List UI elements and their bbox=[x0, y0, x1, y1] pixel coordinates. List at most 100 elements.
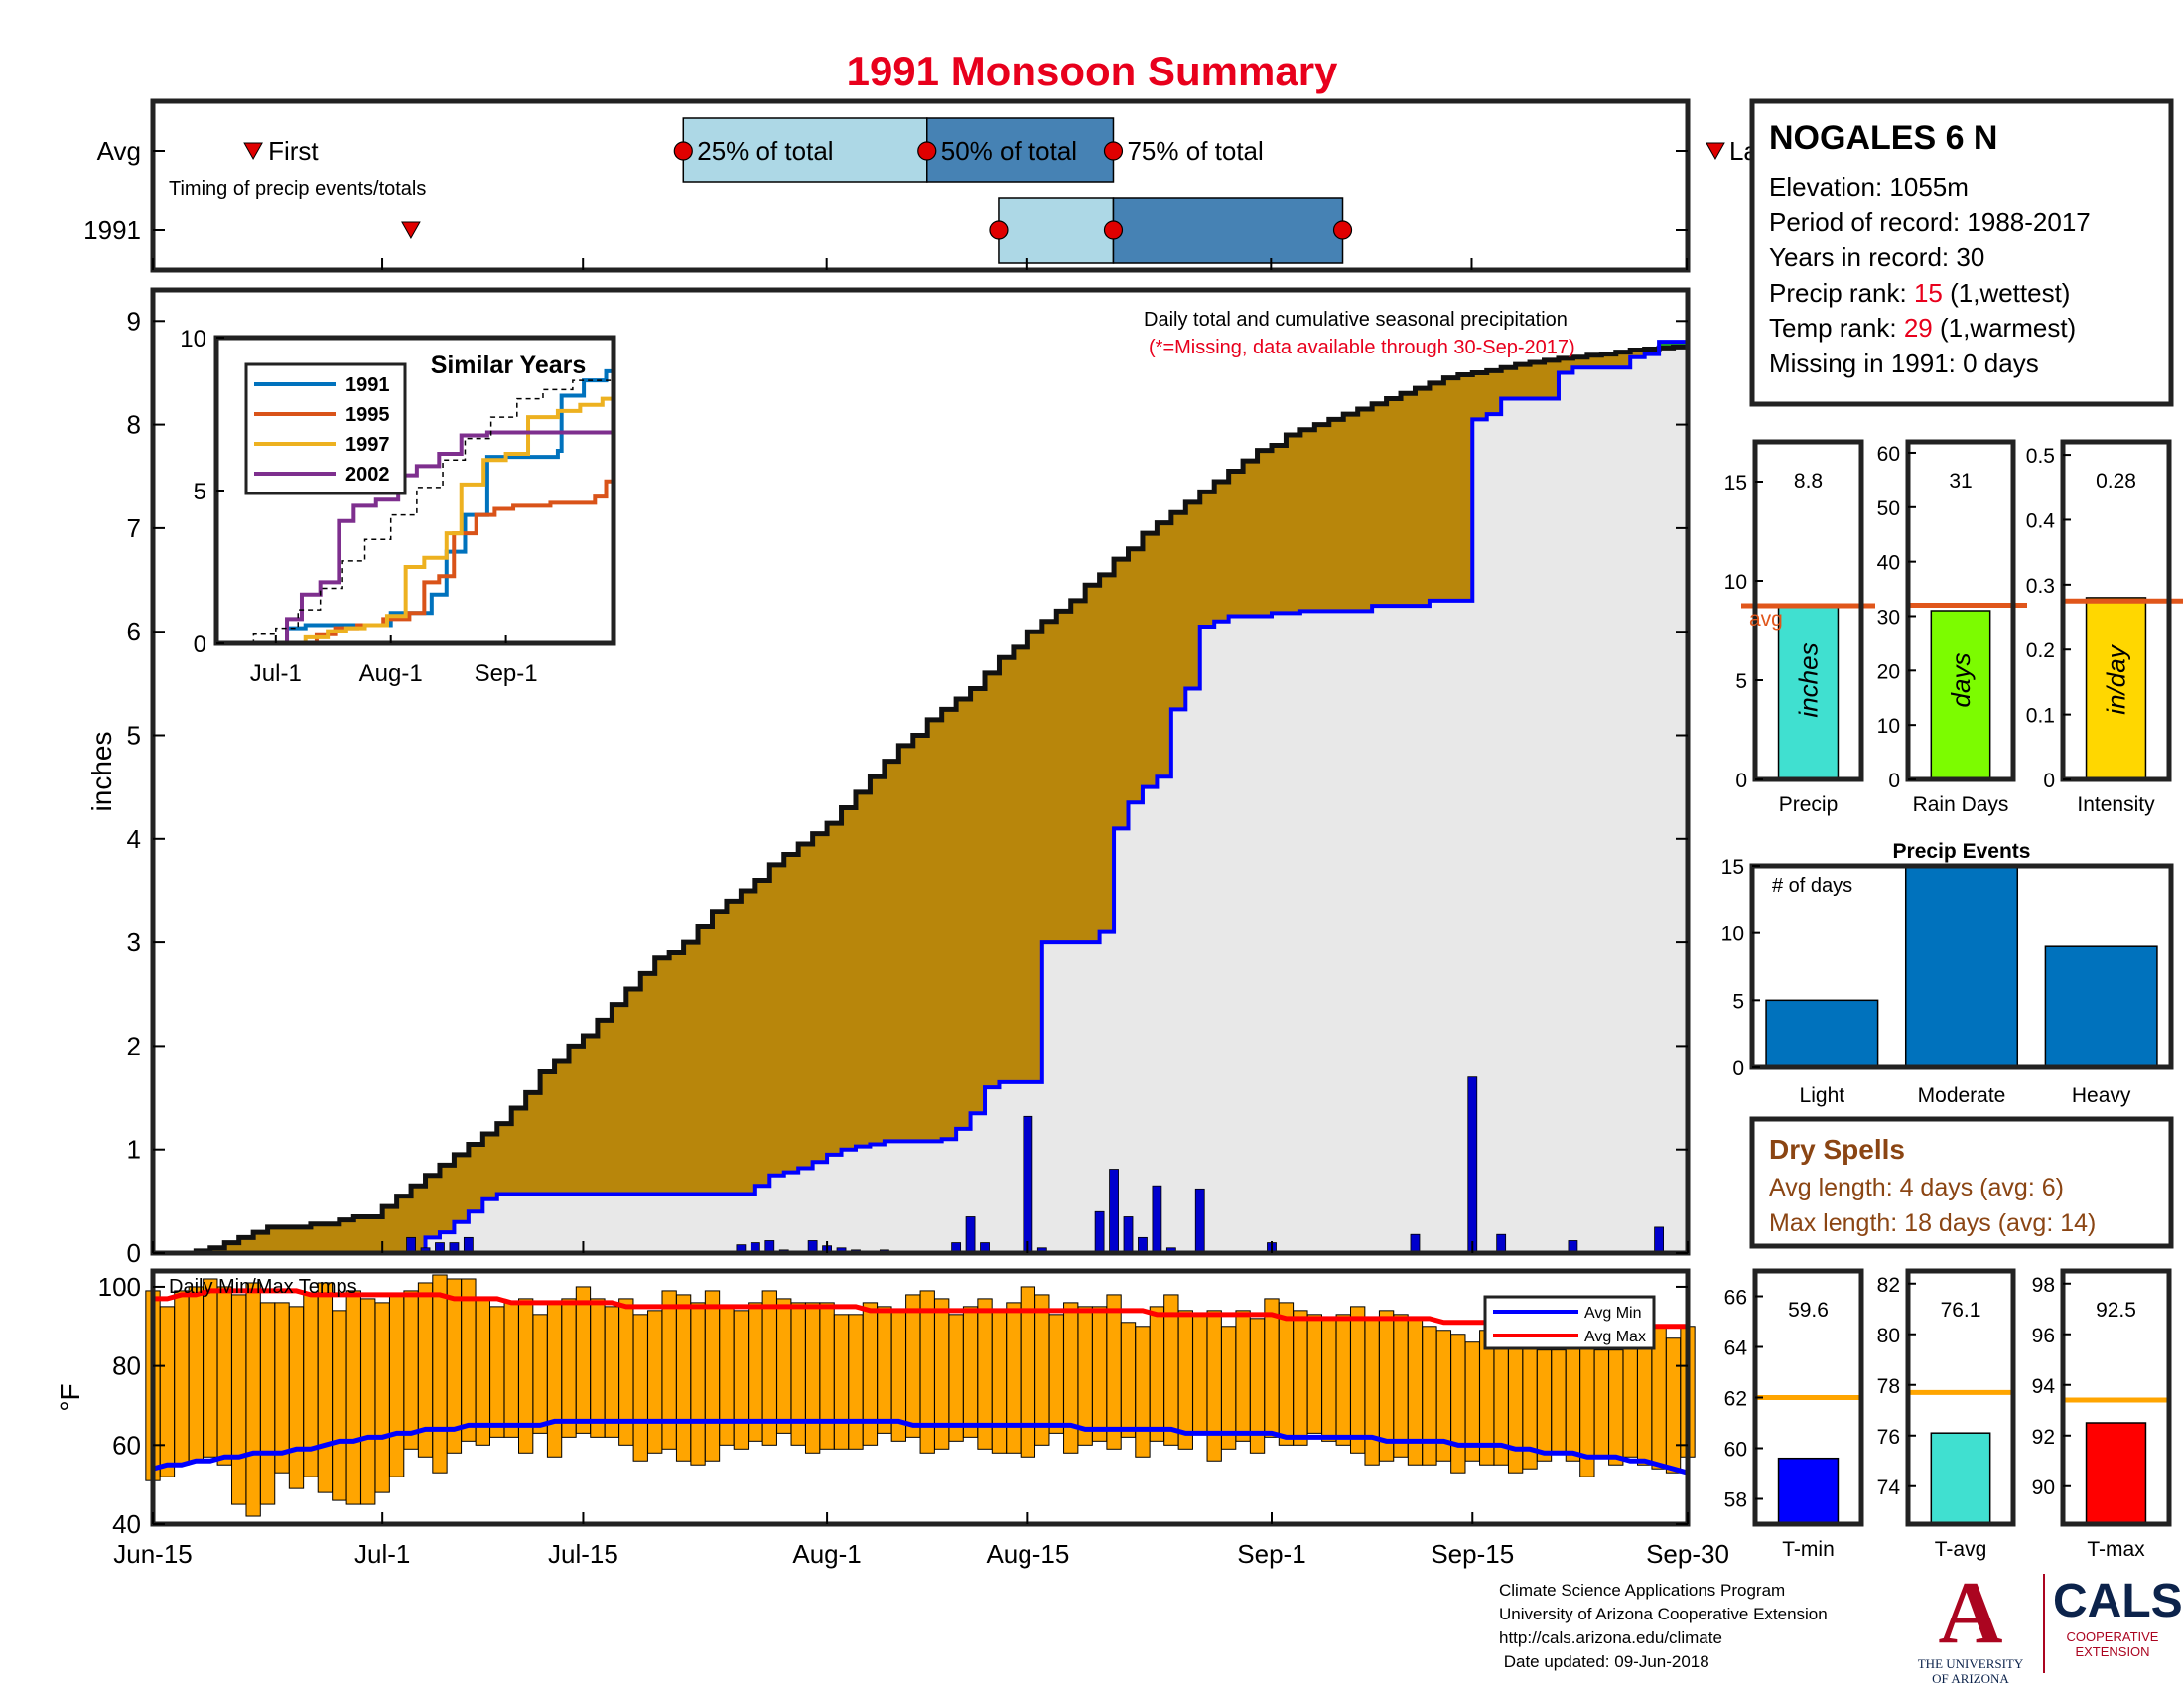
temp-rank-part-0: Temp rank: bbox=[1769, 313, 1904, 343]
rain-days-ytick-label-40: 40 bbox=[1877, 552, 1900, 575]
footer-line-3[interactable]: http://cals.arizona.edu/climate bbox=[1499, 1628, 1722, 1647]
avg-q25-q50-box bbox=[682, 117, 928, 183]
temp-bar-16 bbox=[374, 1302, 390, 1493]
temp-bar-84 bbox=[1350, 1306, 1366, 1454]
legend-label-1997: 1997 bbox=[345, 434, 390, 456]
temp-panel-frame bbox=[150, 1268, 1691, 1527]
station-temp-rank: Temp rank: 29 (1,warmest) bbox=[1769, 313, 2076, 343]
t-max-ytick-label-98: 98 bbox=[2032, 1274, 2055, 1297]
dry-spells-avg-length: Avg length: 4 days (avg: 6) bbox=[1769, 1174, 2064, 1201]
main-ytick-label-5: 5 bbox=[127, 720, 141, 750]
legend-label-1991: 1991 bbox=[345, 374, 390, 396]
temp-bar-76 bbox=[1235, 1310, 1251, 1442]
intensity-ytick-label-0.2: 0.2 bbox=[2026, 639, 2055, 662]
main-ytick-label-8: 8 bbox=[127, 410, 141, 440]
temp-bar-98 bbox=[1551, 1349, 1567, 1454]
temp-bar-44 bbox=[776, 1298, 792, 1434]
main-ylabel: inches bbox=[86, 732, 117, 812]
daily-precip-bar-23 bbox=[1109, 1169, 1119, 1254]
precip-events-category-heavy: Heavy bbox=[2072, 1084, 2131, 1107]
footer-line-2: University of Arizona Cooperative Extens… bbox=[1499, 1605, 1828, 1623]
precip-avg-label: avg bbox=[1749, 608, 1783, 631]
temp-ytick-label-60: 60 bbox=[112, 1430, 141, 1460]
timing-note: Timing of precip events/totals bbox=[169, 178, 426, 200]
dry-spells-title: Dry Spells bbox=[1769, 1134, 1905, 1165]
main-caption: Daily total and cumulative seasonal prec… bbox=[1144, 309, 1568, 331]
temp-bar-22 bbox=[461, 1278, 477, 1442]
t-avg-frame bbox=[1905, 1268, 2016, 1527]
temp-bar-79 bbox=[1278, 1302, 1295, 1446]
year-q25-marker bbox=[989, 220, 1009, 240]
temp-bar-18 bbox=[403, 1290, 419, 1450]
ua-line-2: OF ARIZONA bbox=[1932, 1671, 2009, 1686]
temp-bar-75 bbox=[1220, 1326, 1237, 1450]
temp-bar-1 bbox=[159, 1306, 176, 1477]
temp-bar-3 bbox=[188, 1286, 205, 1462]
intensity-ytick-label-0.4: 0.4 bbox=[2026, 509, 2056, 532]
rain-days-ytick-label-0: 0 bbox=[1888, 770, 1900, 792]
precip-rank-part-2: (1,wettest) bbox=[1943, 278, 2071, 308]
similar-ytick-label-0: 0 bbox=[194, 632, 206, 658]
rain-days-unit-label: days bbox=[1946, 653, 1976, 708]
similar-years-title: Similar Years bbox=[431, 352, 587, 379]
t-avg-ytick-label-82: 82 bbox=[1877, 1274, 1900, 1297]
main-ytick-label-2: 2 bbox=[127, 1031, 141, 1060]
temp-bar-17 bbox=[388, 1294, 405, 1477]
temp-bar-25 bbox=[503, 1302, 519, 1438]
temp-bar-20 bbox=[432, 1274, 448, 1474]
precip-bar bbox=[1777, 604, 1840, 780]
similar-years-line-2002 bbox=[216, 430, 614, 645]
intensity-ytick-label-0.1: 0.1 bbox=[2026, 705, 2055, 728]
temp-bar-34 bbox=[632, 1314, 648, 1462]
t-max-bar bbox=[2085, 1422, 2147, 1525]
avg-q25-label: 25% of total bbox=[697, 136, 833, 166]
temp-bar-83 bbox=[1335, 1314, 1351, 1446]
avg-first-marker bbox=[243, 142, 263, 161]
ua-line-1: THE UNIVERSITY bbox=[1917, 1656, 2024, 1671]
daily-precip-bar-33 bbox=[1467, 1076, 1478, 1254]
temp-ytick-label-100: 100 bbox=[98, 1272, 141, 1302]
avg-q25-marker bbox=[673, 141, 693, 161]
temp-bar-47 bbox=[819, 1302, 835, 1450]
temp-bar-56 bbox=[948, 1314, 964, 1442]
university-of-arizona-logo: A THE UNIVERSITY OF ARIZONA bbox=[1911, 1569, 2030, 1687]
t-avg-ytick-label-78: 78 bbox=[1877, 1375, 1900, 1398]
avg-max-line bbox=[153, 1288, 1688, 1330]
temp-bar-89 bbox=[1422, 1326, 1437, 1466]
cals-line-2: EXTENSION bbox=[2075, 1644, 2150, 1659]
temp-bar-63 bbox=[1048, 1314, 1064, 1434]
main-ytick-label-4: 4 bbox=[127, 824, 141, 854]
intensity-ytick-label-0.3: 0.3 bbox=[2026, 575, 2055, 598]
temp-ytick-label-40: 40 bbox=[112, 1509, 141, 1539]
temp-bar-97 bbox=[1536, 1349, 1553, 1462]
temp-bar-54 bbox=[919, 1290, 935, 1454]
temp-bar-4 bbox=[203, 1278, 218, 1458]
intensity-ytick-label-0.5: 0.5 bbox=[2026, 445, 2055, 468]
station-info-box bbox=[1749, 98, 2174, 407]
station-name: NOGALES 6 N bbox=[1769, 119, 1997, 157]
avg-last-marker bbox=[1706, 142, 1725, 161]
t-min-ytick-label-60: 60 bbox=[1724, 1439, 1747, 1462]
precip-ytick-label-5: 5 bbox=[1735, 670, 1747, 693]
temp-bar-27 bbox=[532, 1314, 548, 1434]
dry-spells-max-length: Max length: 18 days (avg: 14) bbox=[1769, 1209, 2096, 1237]
similar-years-line-1997 bbox=[216, 395, 615, 645]
temp-bar-12 bbox=[317, 1282, 334, 1493]
temp-bar-81 bbox=[1306, 1314, 1322, 1434]
precip-unit-label: inches bbox=[1794, 642, 1824, 717]
temp-bar-37 bbox=[675, 1294, 692, 1462]
intensity-ytick-label-0: 0 bbox=[2043, 770, 2055, 792]
intensity-bar bbox=[2085, 597, 2147, 780]
t-min-ytick-label-66: 66 bbox=[1724, 1287, 1747, 1310]
t-min-value-label: 59.6 bbox=[1788, 1299, 1829, 1322]
temp-bar-32 bbox=[604, 1306, 620, 1438]
temp-bar-64 bbox=[1063, 1302, 1079, 1454]
xtick-label-5: Sep-1 bbox=[1237, 1539, 1305, 1569]
t-max-ytick-label-94: 94 bbox=[2032, 1375, 2056, 1398]
temp-bar-59 bbox=[991, 1310, 1008, 1454]
rain-days-ytick-label-60: 60 bbox=[1877, 443, 1900, 466]
similar-xtick-label-2: Sep-1 bbox=[475, 660, 538, 687]
footer-line-1: Climate Science Applications Program bbox=[1499, 1581, 1786, 1600]
temp-bar-103 bbox=[1622, 1337, 1638, 1458]
temp-bar-102 bbox=[1608, 1349, 1624, 1466]
